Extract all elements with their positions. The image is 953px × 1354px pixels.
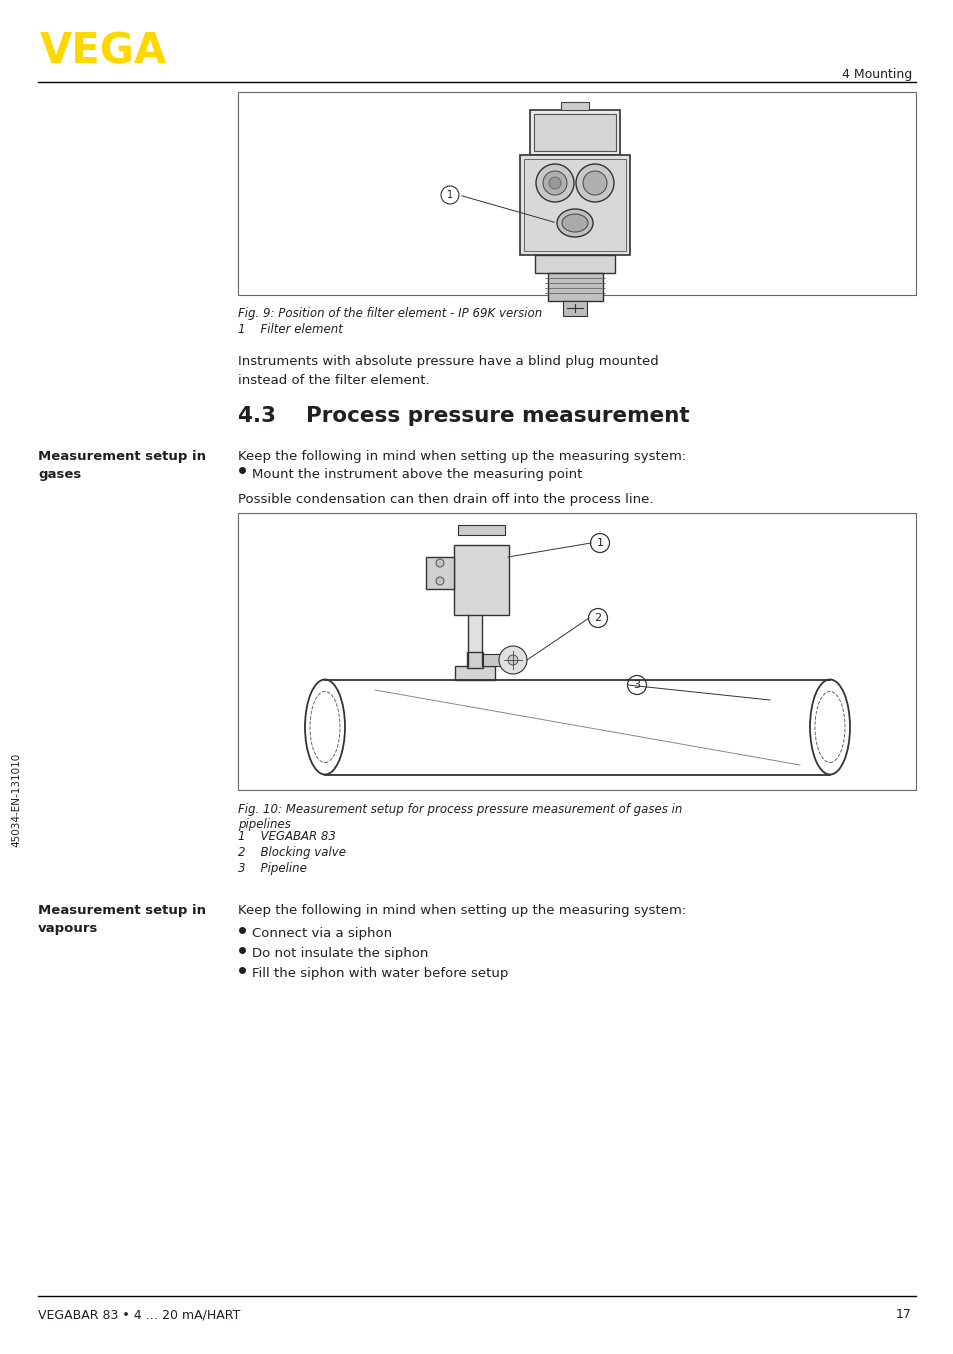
Text: Fig. 9: Position of the filter element - IP 69K version: Fig. 9: Position of the filter element -… <box>237 307 541 320</box>
Circle shape <box>436 559 443 567</box>
Text: 3    Pipeline: 3 Pipeline <box>237 862 307 875</box>
Text: VEGA: VEGA <box>40 30 167 72</box>
Bar <box>468 615 481 666</box>
Text: Possible condensation can then drain off into the process line.: Possible condensation can then drain off… <box>237 493 653 506</box>
Ellipse shape <box>561 214 587 232</box>
Bar <box>519 154 629 255</box>
Text: Keep the following in mind when setting up the measuring system:: Keep the following in mind when setting … <box>237 904 685 917</box>
Text: 3: 3 <box>633 680 639 691</box>
Text: Measurement setup in
vapours: Measurement setup in vapours <box>38 904 206 936</box>
Text: Instruments with absolute pressure have a blind plug mounted
instead of the filt: Instruments with absolute pressure have … <box>237 355 659 386</box>
Bar <box>562 301 586 315</box>
Bar <box>523 158 625 250</box>
Ellipse shape <box>557 209 593 237</box>
Circle shape <box>542 171 566 195</box>
Bar <box>457 525 504 535</box>
Bar <box>530 110 619 154</box>
Bar <box>454 546 509 615</box>
Text: Mount the instrument above the measuring point: Mount the instrument above the measuring… <box>252 468 581 481</box>
Bar <box>467 653 482 668</box>
Circle shape <box>498 646 526 674</box>
Text: 45034-EN-131010: 45034-EN-131010 <box>11 753 21 848</box>
Bar <box>534 114 616 152</box>
Bar <box>237 92 915 295</box>
Bar <box>535 255 615 274</box>
Bar <box>482 654 500 666</box>
Bar <box>426 556 454 589</box>
Circle shape <box>536 164 574 202</box>
Ellipse shape <box>305 680 345 774</box>
Circle shape <box>440 185 458 204</box>
Text: Keep the following in mind when setting up the measuring system:: Keep the following in mind when setting … <box>237 450 685 463</box>
Bar <box>455 666 495 680</box>
Circle shape <box>507 655 517 665</box>
Circle shape <box>590 533 609 552</box>
Text: 2    Blocking valve: 2 Blocking valve <box>237 846 346 858</box>
Text: 1    Filter element: 1 Filter element <box>237 324 342 336</box>
Text: VEGABAR 83 • 4 … 20 mA/HART: VEGABAR 83 • 4 … 20 mA/HART <box>38 1308 240 1322</box>
Circle shape <box>582 171 606 195</box>
Circle shape <box>588 608 607 627</box>
Text: 2: 2 <box>594 613 601 623</box>
Text: Fig. 10: Measurement setup for process pressure measurement of gases in
pipeline: Fig. 10: Measurement setup for process p… <box>237 803 681 831</box>
Text: Measurement setup in
gases: Measurement setup in gases <box>38 450 206 481</box>
Bar <box>547 274 602 301</box>
Ellipse shape <box>809 680 849 774</box>
Bar <box>560 102 588 110</box>
Text: Connect via a siphon: Connect via a siphon <box>252 927 392 940</box>
Circle shape <box>627 676 646 695</box>
Text: 1    VEGABAR 83: 1 VEGABAR 83 <box>237 830 335 844</box>
Circle shape <box>548 177 560 190</box>
Text: 1: 1 <box>446 190 453 200</box>
Text: Do not insulate the siphon: Do not insulate the siphon <box>252 946 428 960</box>
Circle shape <box>576 164 614 202</box>
Text: 1: 1 <box>596 538 603 548</box>
Bar <box>237 513 915 789</box>
Text: Fill the siphon with water before setup: Fill the siphon with water before setup <box>252 967 508 980</box>
Text: 4.3    Process pressure measurement: 4.3 Process pressure measurement <box>237 406 689 427</box>
Circle shape <box>436 577 443 585</box>
Text: 17: 17 <box>895 1308 911 1322</box>
Text: 4 Mounting: 4 Mounting <box>841 68 911 81</box>
